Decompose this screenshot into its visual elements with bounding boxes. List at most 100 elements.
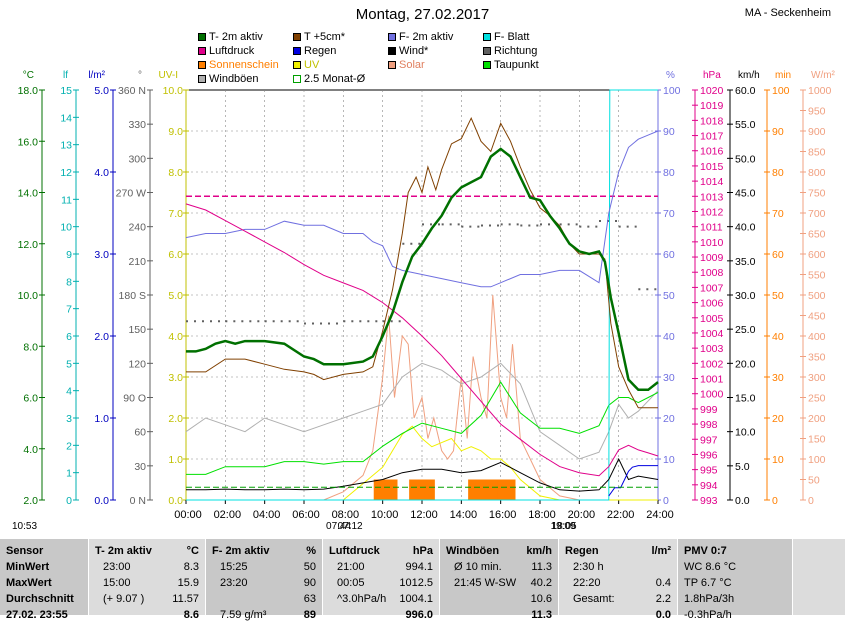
axis-tick-label: 50: [808, 475, 820, 487]
axis-tick-label: 6.0: [23, 393, 38, 405]
stats-cell-value: 10.6: [530, 593, 552, 605]
axis-tick-label: 200: [808, 413, 826, 425]
axis-tick-label: 55.0: [735, 119, 756, 131]
stats-cell-time: Gesamt:: [573, 593, 615, 605]
stats-cell-value: 0.4: [655, 577, 671, 589]
axis-tick-label: 30: [663, 372, 675, 384]
axis-unit-label: hPa: [703, 70, 721, 81]
axis-tick-label: 9.0: [168, 126, 183, 138]
axis-tick-label: 25.0: [735, 324, 756, 336]
sunshine-bar: [468, 479, 479, 500]
x-tick-label: 20:00: [568, 509, 596, 521]
axis-tick-label: 120: [128, 358, 146, 370]
axis-tick-label: 13: [60, 140, 72, 152]
axis-unit-label: lf: [63, 70, 68, 81]
legend-item: T +5cm*: [293, 31, 345, 43]
stats-cell-value: 11.3: [531, 561, 552, 573]
legend-item: Richtung: [483, 45, 537, 57]
axis-tick-label: 60: [772, 249, 784, 261]
legend-swatch: [198, 33, 206, 41]
axis-unit-label: °C: [23, 70, 34, 81]
legend: T- 2m aktiv T +5cm* F- 2m aktiv F- Blatt…: [0, 0, 845, 90]
axis-tick-label: 10.0: [18, 290, 39, 302]
axis-tick-label: 1017: [700, 131, 724, 143]
legend-label: T +5cm*: [304, 31, 346, 43]
legend-label: F- 2m aktiv: [399, 31, 454, 43]
axis-tick-label: 1004: [700, 328, 724, 340]
axis-tick-label: 15.0: [735, 393, 756, 405]
axis-tick-label: 2: [66, 440, 72, 452]
stats-cell-value: 89: [303, 609, 316, 621]
axis-tick-label: 650: [808, 229, 826, 241]
legend-label: Luftdruck: [209, 45, 255, 57]
stats-cell-time: (+ 9.07 ): [103, 593, 145, 605]
legend-swatch: [388, 33, 396, 41]
sunshine-bar: [497, 479, 508, 500]
sunshine-bar: [505, 479, 516, 500]
sun-event-label: 10:53: [12, 521, 37, 532]
axis-tick-label: 240: [128, 222, 146, 234]
legend-label: T- 2m aktiv: [209, 31, 263, 43]
axis-tick-label: 60: [134, 427, 146, 439]
axis-tick-label: 400: [808, 331, 826, 343]
stats-col-pmv: [678, 539, 793, 615]
sunshine-bar: [387, 479, 398, 500]
stats-cell-value: 90: [303, 577, 316, 589]
axis-tick-label: 40.0: [735, 222, 756, 234]
stats-row-label: Durchschnitt: [6, 593, 74, 605]
legend-swatch: [198, 47, 206, 55]
stats-header: Luftdruck: [329, 545, 380, 557]
stats-cell-value: 8.6: [183, 609, 199, 621]
axis-tick-label: 8.0: [168, 167, 183, 179]
axis-tick-label: 60.0: [735, 85, 756, 97]
stats-cell-time: 23:20: [220, 577, 248, 589]
x-tick-label: 06:00: [292, 509, 320, 521]
axis-tick-label: 80: [772, 167, 784, 179]
legend-swatch: [293, 61, 301, 69]
axis-tick-label: 1009: [700, 252, 724, 264]
axis-tick-label: 600: [808, 249, 826, 261]
axis-tick-label: 100: [772, 85, 790, 97]
axis-tick-label: 1006: [700, 298, 724, 310]
sunshine-bar: [381, 479, 392, 500]
axis-tick-label: 1007: [700, 282, 724, 294]
legend-label: Richtung: [494, 45, 538, 57]
axis-tick-label: 12: [60, 167, 72, 179]
axis-tick-label: 550: [808, 270, 826, 282]
legend-item: F- Blatt: [483, 31, 529, 43]
legend-label: Wind*: [399, 45, 429, 57]
axis-tick-label: 5.0: [94, 85, 109, 97]
axis-tick-label: 0.0: [168, 495, 183, 507]
axis-tick-label: 360 N: [118, 85, 146, 97]
sun-event-label: 18:05: [552, 521, 577, 532]
axis-tick-label: 1015: [700, 161, 724, 173]
axis-tick-label: 180 S: [119, 290, 146, 302]
stats-cell-value: 1012.5: [399, 577, 433, 589]
axis-tick-label: 800: [808, 167, 826, 179]
axis-tick-label: 10.0: [735, 427, 756, 439]
axis-tick-label: 4.0: [168, 331, 183, 343]
axis-tick-label: 900: [808, 126, 826, 138]
axis-tick-label: 950: [808, 106, 826, 118]
axis-tick-label: 1013: [700, 191, 724, 203]
axis-tick-label: 50.0: [735, 153, 756, 165]
axis-tick-label: 5.0: [168, 290, 183, 302]
legend-item: UV: [293, 59, 319, 71]
axis-tick-label: 996: [700, 449, 718, 461]
legend-label: 2.5 Monat-Ø: [304, 73, 366, 85]
stats-cell-value: 11.57: [172, 593, 199, 605]
x-tick-label: 14:00: [450, 509, 478, 521]
axis-tick-label: 1012: [700, 206, 724, 218]
stats-cell-pmv: TP 6.7 °C: [684, 577, 732, 589]
series-line-wind-: [186, 457, 659, 492]
stats-cell-time: Ø 10 min.: [454, 561, 502, 573]
legend-label: F- Blatt: [494, 31, 530, 43]
axis-tick-label: 995: [700, 465, 718, 477]
axis-tick-label: 1.0: [94, 413, 109, 425]
axis-tick-label: 50: [772, 290, 784, 302]
axis-tick-label: 997: [700, 434, 718, 446]
axis-tick-label: 0: [66, 495, 72, 507]
axis-tick-label: 40: [663, 331, 675, 343]
axis-tick-label: 850: [808, 147, 826, 159]
stats-header: Regen: [565, 545, 599, 557]
